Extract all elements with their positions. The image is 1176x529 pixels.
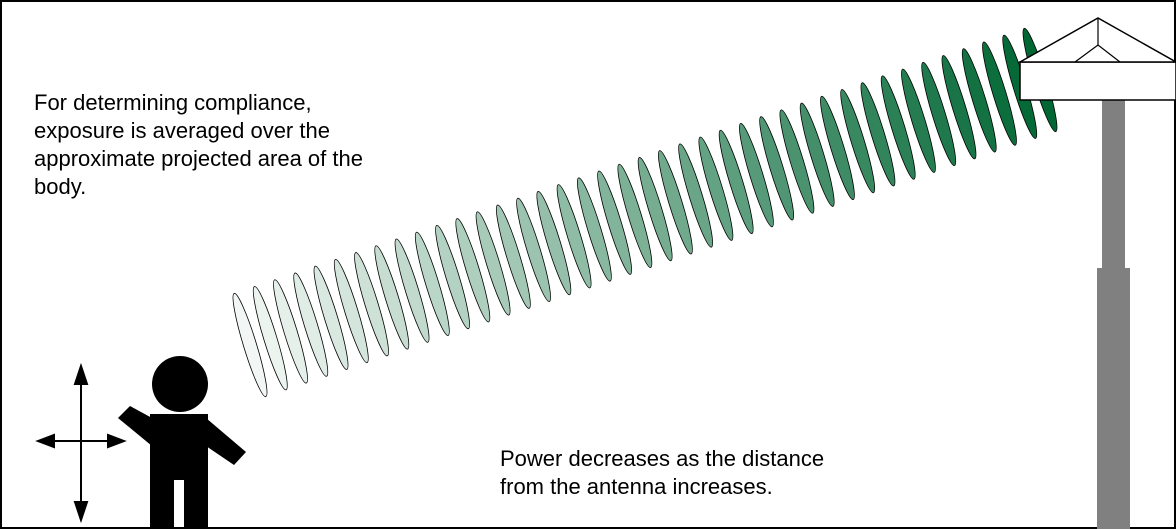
wave-lobe bbox=[718, 129, 754, 234]
wave-lobe bbox=[901, 68, 936, 173]
power-line: Power decreases as the distance bbox=[500, 446, 824, 471]
wave-lobe bbox=[536, 191, 572, 296]
compliance-line: approximate projected area of the bbox=[34, 146, 363, 171]
wave-lobe bbox=[475, 211, 511, 316]
wave-lobe bbox=[658, 150, 693, 255]
wave-lobe bbox=[880, 75, 916, 180]
wave-lobe bbox=[273, 279, 308, 384]
wave-lobe bbox=[779, 109, 815, 214]
wave-lobe bbox=[232, 292, 268, 398]
wave bbox=[232, 27, 1058, 398]
wave-lobe bbox=[374, 245, 410, 350]
direction-arrows bbox=[35, 362, 127, 524]
wave-lobe bbox=[678, 143, 714, 248]
wave-lobe bbox=[495, 204, 531, 309]
wave-lobe bbox=[556, 184, 592, 289]
wave-lobe bbox=[840, 89, 876, 194]
antenna-box bbox=[1019, 61, 1176, 101]
power-line: from the antenna increases. bbox=[500, 474, 773, 499]
wave-lobe bbox=[354, 252, 389, 357]
wave-lobe bbox=[921, 61, 957, 167]
wave-lobe bbox=[455, 218, 491, 323]
wave-lobe bbox=[617, 163, 653, 268]
wave-lobe bbox=[414, 231, 450, 336]
compliance-line: exposure is averaged over the bbox=[34, 118, 330, 143]
wave-lobe bbox=[576, 177, 612, 282]
wave-lobe bbox=[820, 95, 855, 201]
wave-lobe bbox=[961, 48, 997, 153]
pole-upper bbox=[1102, 100, 1125, 270]
wave-lobe bbox=[799, 102, 835, 207]
wave-lobe bbox=[941, 55, 977, 160]
wave-lobe bbox=[435, 224, 470, 330]
wave-lobe bbox=[597, 170, 632, 275]
compliance-line: body. bbox=[34, 174, 86, 199]
wave-lobe bbox=[394, 238, 430, 343]
wave-lobe bbox=[313, 265, 349, 370]
wave-lobe bbox=[252, 286, 288, 391]
wave-lobe bbox=[759, 116, 795, 221]
person bbox=[118, 356, 246, 529]
wave-lobe bbox=[739, 123, 774, 228]
wave-lobe bbox=[637, 157, 673, 262]
wave-lobe bbox=[293, 272, 329, 377]
pole-lower bbox=[1097, 268, 1130, 529]
wave-lobe bbox=[516, 197, 551, 302]
wave-lobe bbox=[860, 82, 896, 187]
compliance-line: For determining compliance, bbox=[34, 90, 312, 115]
wave-lobe bbox=[982, 41, 1017, 146]
wave-lobe bbox=[698, 136, 734, 241]
wave-lobe bbox=[333, 258, 369, 364]
